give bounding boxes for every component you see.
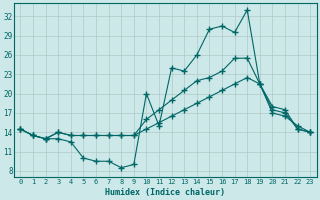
X-axis label: Humidex (Indice chaleur): Humidex (Indice chaleur) <box>105 188 225 197</box>
